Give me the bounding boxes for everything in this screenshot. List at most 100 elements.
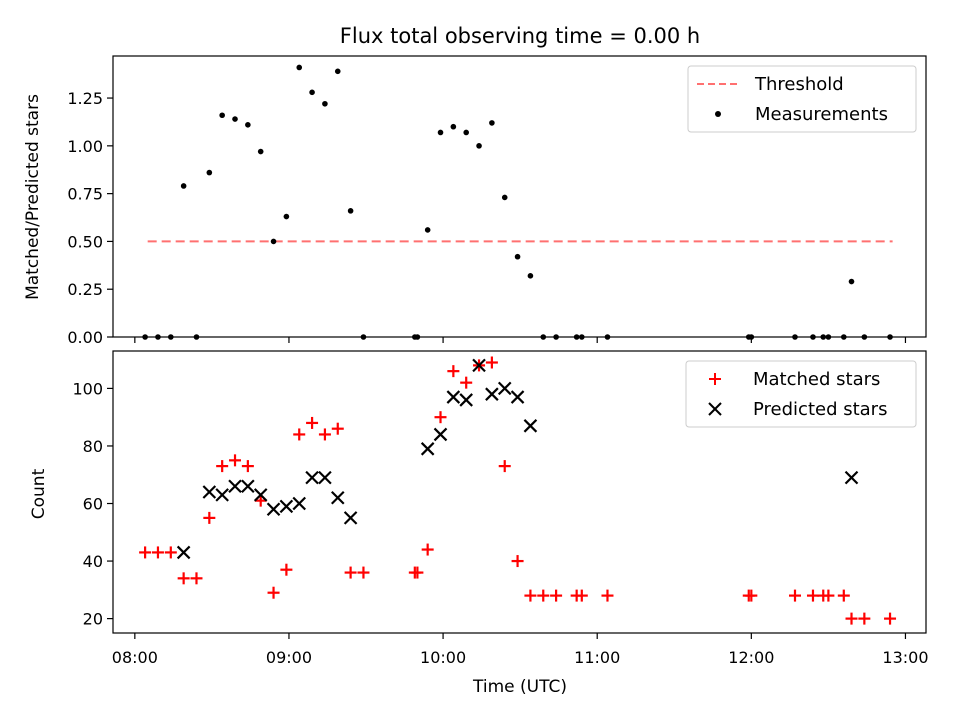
legend-measurements-label: Measurements (755, 104, 888, 125)
predicted-stars-point (485, 387, 499, 401)
measurement-point (514, 253, 521, 260)
matched-stars-point (177, 572, 190, 585)
matched-stars-point (293, 428, 306, 441)
ratio-y-tick-label: 0.50 (67, 232, 103, 251)
chart-title: Flux total observing time = 0.00 h (340, 24, 700, 48)
predicted-stars-point (228, 479, 242, 494)
measurement-point (450, 123, 457, 130)
matched-stars-point (498, 460, 511, 473)
counts-axes-frame (112, 350, 927, 634)
matched-stars-point (788, 589, 801, 602)
measurement-point (501, 194, 508, 201)
matched-stars-point (344, 566, 357, 579)
matched-stars-point (254, 494, 267, 507)
predicted-stars-point (241, 479, 255, 494)
measurement-point (296, 64, 303, 71)
matched-stars-point (139, 546, 152, 559)
measurement-point (604, 334, 611, 340)
ratio-y-tick-label: 1.00 (67, 137, 103, 156)
x-tick-label: 11:00 (574, 648, 620, 667)
measurement-point (155, 334, 161, 340)
matched-stars-point (601, 589, 614, 602)
legend-matched-label: Matched stars (753, 369, 880, 390)
matched-stars-point (267, 586, 280, 599)
matched-stars-point (203, 511, 216, 524)
measurement-point (437, 129, 444, 136)
predicted-stars-point (266, 502, 281, 517)
matched-stars-point (550, 589, 563, 602)
predicted-stars-point (202, 485, 217, 499)
matched-stars-point (447, 365, 460, 378)
x-tick-label: 12:00 (728, 648, 774, 667)
counts-y-tick-label: 80 (83, 437, 103, 456)
matched-stars-point (511, 555, 524, 568)
counts-y-tick-label: 100 (72, 379, 103, 398)
measurement-point (334, 68, 341, 75)
predicted-stars-point (459, 393, 473, 407)
counts-y-tick-label: 60 (83, 495, 103, 514)
measurement-point (360, 334, 367, 340)
counts-legend: Matched stars Predicted stars (685, 360, 917, 428)
measurement-point (463, 129, 469, 136)
measurement-point (573, 334, 580, 340)
measurement-point (322, 100, 328, 107)
ratio-y-tick-label: 0.00 (67, 328, 103, 347)
matched-stars-point (306, 416, 319, 429)
predicted-stars-point (420, 442, 435, 456)
counts-y-tick-label: 20 (83, 610, 103, 629)
predicted-stars-point (497, 381, 512, 396)
matched-stars-point (229, 454, 242, 467)
ratio-panel: 0.00 0.25 0.50 0.75 1.00 1.25 (67, 55, 927, 347)
ratio-y-tick-label: 0.25 (67, 280, 103, 299)
measurement-point (219, 112, 225, 119)
x-tick-label: 08:00 (112, 648, 158, 667)
measurement-point (193, 334, 200, 340)
measurement-point (283, 213, 290, 220)
x-tick-label: 13:00 (882, 648, 928, 667)
ratio-legend: Threshold Measurements (687, 65, 917, 133)
ratio-axes-frame (112, 55, 927, 338)
matched-stars-point (845, 612, 858, 625)
measurement-point (232, 116, 238, 122)
matched-stars-point (357, 566, 370, 579)
predicted-stars-point (292, 496, 307, 511)
predicted-stars-point (844, 470, 859, 485)
ratio-legend-box (687, 65, 917, 133)
x-axis-label: Time (UTC) (472, 677, 567, 697)
predicted-stars-point (433, 427, 448, 442)
measurement-point (414, 334, 421, 340)
matched-stars-point (858, 612, 871, 625)
counts-panel: 20 40 60 80 100 08:00 09:00 10:00 11:00 12:00 13:0… (72, 350, 929, 667)
matched-stars-point (460, 376, 473, 389)
matched-stars-point (806, 589, 819, 602)
matched-stars-point (164, 546, 177, 559)
measurement-point (424, 227, 431, 233)
matched-stars-point (884, 612, 897, 625)
legend-predicted-label: Predicted stars (753, 399, 887, 420)
predicted-stars-point (446, 390, 461, 404)
predicted-stars-point (305, 470, 319, 485)
matched-stars-point (216, 460, 229, 473)
predicted-stars-point (253, 488, 268, 502)
top-y-axis-label: Matched/Predicted stars (23, 94, 43, 300)
measurement-point (748, 334, 755, 340)
measurement-point (270, 238, 277, 245)
matched-stars-point (331, 422, 344, 435)
predicted-stars-point (523, 419, 538, 433)
predicted-stars-point (510, 390, 525, 404)
matched-stars-point (524, 589, 537, 602)
matched-stars-point (745, 589, 758, 602)
measurement-point (309, 89, 315, 96)
matched-stars-point (434, 411, 447, 424)
predicted-stars-point (472, 358, 486, 373)
measurement-point (527, 273, 534, 279)
measurement-point (825, 334, 832, 340)
measurement-point (792, 334, 798, 340)
legend-matched-swatch (709, 373, 721, 385)
matched-stars-point (537, 589, 550, 602)
legend-threshold-label: Threshold (754, 74, 844, 95)
counts-legend-box (685, 360, 917, 428)
matched-stars-point (411, 566, 424, 579)
measurement-point (861, 334, 868, 340)
